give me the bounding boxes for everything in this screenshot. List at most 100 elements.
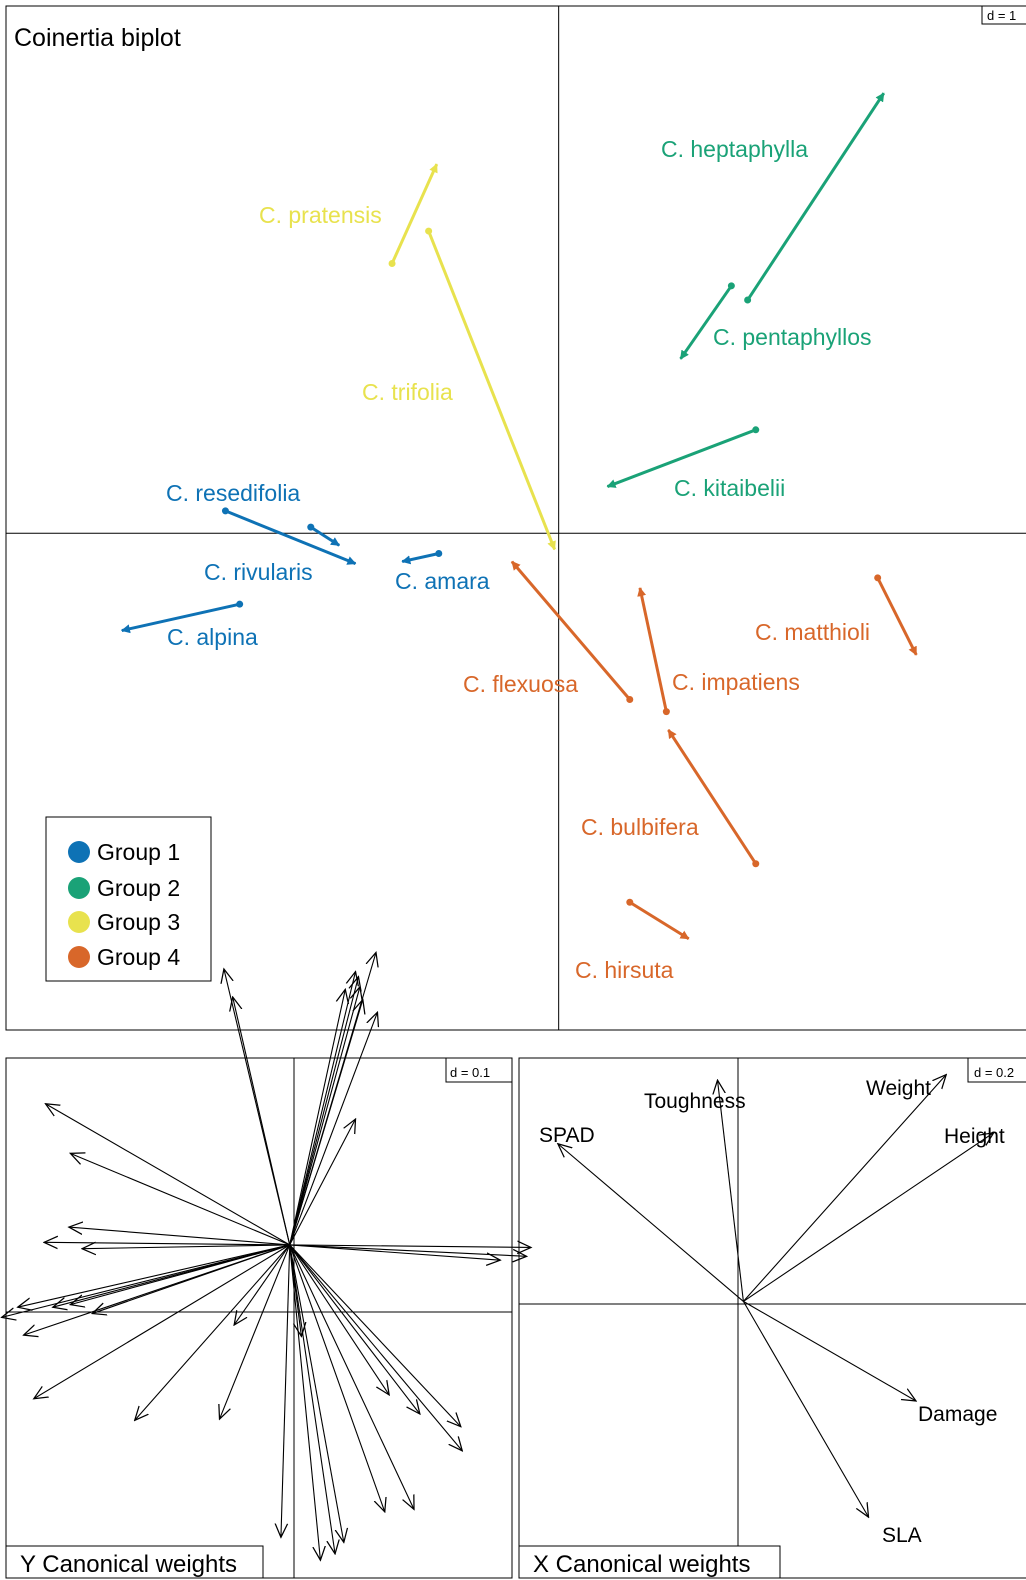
point-c-matthioli <box>874 574 882 582</box>
scale-label-box <box>967 1057 1026 1083</box>
y-weight-arrow-17 <box>233 997 291 1246</box>
point-c-alpina <box>236 600 244 608</box>
scale-label: d = 1 <box>987 8 1016 23</box>
legend-label-group-3: Group 3 <box>97 909 180 935</box>
arrow-c-pratensis <box>390 163 439 265</box>
scale-label: d = 0.1 <box>450 1065 490 1080</box>
y-weight-arrow-18 <box>289 972 356 1246</box>
arrow-c-alpina <box>120 602 240 634</box>
y-weight-arrow-9 <box>53 1244 290 1307</box>
point-c-resedifolia <box>221 507 229 515</box>
species-label-c-trifolia: C. trifolia <box>362 379 453 405</box>
x-weight-arrow-sla <box>742 1301 868 1517</box>
y-weight-arrow-24 <box>289 1012 378 1246</box>
y-weight-arrow-32 <box>289 1244 385 1512</box>
title-box <box>518 1545 781 1579</box>
arrow-c-bulbifera <box>667 729 758 865</box>
y-canonical-weights-panel: Y Canonical weights d = 0.1 <box>2 952 531 1579</box>
point-c-impatiens <box>662 708 670 716</box>
title-box <box>5 1545 264 1579</box>
x-weight-label-damage: Damage <box>918 1403 997 1426</box>
legend-marker-group-4 <box>68 946 90 968</box>
species-label-c-hirsuta: C. hirsuta <box>575 957 674 983</box>
x-weight-arrow-height <box>743 1133 993 1302</box>
species-label-c-amara: C. amara <box>395 568 490 594</box>
point-c-flexuosa <box>626 695 634 703</box>
x-weight-label-height: Height <box>944 1125 1005 1148</box>
scale-label-box <box>445 1057 513 1083</box>
y-weight-arrow-14 <box>220 1244 291 1419</box>
y-weight-arrow-13 <box>135 1244 291 1420</box>
legend-marker-group-3 <box>68 911 90 933</box>
species-label-c-impatiens: C. impatiens <box>672 669 800 695</box>
arrow-c-resedifolia <box>224 509 357 566</box>
species-label-c-pratensis: C. pratensis <box>259 202 382 228</box>
point-c-heptaphylla <box>744 296 752 304</box>
species-label-c-matthioli: C. matthioli <box>755 619 870 645</box>
y-weight-arrow-33 <box>289 1244 344 1543</box>
panel-title: Y Canonical weights <box>20 1551 237 1578</box>
y-weight-arrow-5 <box>18 1244 290 1307</box>
y-weight-arrow-38 <box>289 1244 461 1427</box>
panel-title: X Canonical weights <box>533 1551 750 1578</box>
y-weight-arrow-30 <box>289 1244 420 1414</box>
y-weight-arrow-3 <box>34 1244 290 1399</box>
x-weight-arrow-weight <box>742 1075 946 1302</box>
species-label-c-rivularis: C. rivularis <box>204 559 313 585</box>
point-c-kitaibelii <box>752 426 760 434</box>
point-c-bulbifera <box>752 860 760 868</box>
x-weight-arrow-toughness <box>718 1080 744 1302</box>
y-weight-arrow-1 <box>45 1104 290 1246</box>
panel-title: Coinertia biplot <box>14 24 181 52</box>
scale-label-box <box>981 5 1026 25</box>
y-weight-arrow-15 <box>234 1244 291 1325</box>
y-weight-arrow-34 <box>289 1244 335 1554</box>
arrow-c-impatiens <box>637 587 668 712</box>
legend-label-group-4: Group 4 <box>97 944 180 970</box>
y-weight-arrow-25 <box>289 1119 356 1246</box>
point-c-hirsuta <box>626 898 634 906</box>
y-weight-arrow-37 <box>281 1244 291 1537</box>
y-weight-arrow-22 <box>289 952 376 1246</box>
legend-label-group-1: Group 1 <box>97 839 180 865</box>
species-label-c-heptaphylla: C. heptaphylla <box>661 136 808 162</box>
arrow-c-heptaphylla <box>746 92 886 301</box>
arrow-c-amara <box>401 552 440 565</box>
arrow-c-hirsuta <box>628 900 690 941</box>
y-weight-arrow-6 <box>44 1242 290 1245</box>
arrow-c-trifolia <box>427 230 557 551</box>
point-c-trifolia <box>425 227 433 235</box>
x-canonical-weights-panel: SPAD Toughness Weight Height Damage SLA X Can… <box>518 1057 1026 1579</box>
legend-marker-group-2 <box>68 877 90 899</box>
panel-frame <box>5 1057 513 1579</box>
y-weight-arrow-20 <box>289 987 360 1246</box>
y-weight-arrow-35 <box>289 1244 321 1560</box>
y-weight-arrow-29 <box>289 1244 389 1395</box>
y-weight-arrow-23 <box>289 989 346 1246</box>
species-label-c-flexuosa: C. flexuosa <box>463 671 578 697</box>
x-weight-label-toughness: Toughness <box>644 1090 746 1113</box>
panel-frame <box>5 5 1026 1031</box>
x-weight-label-weight: Weight <box>866 1077 931 1100</box>
y-weight-arrow-31 <box>289 1244 414 1509</box>
y-weight-arrow-19 <box>289 977 359 1246</box>
coinertia-biplot-panel: Coinertia biplot d = 1 C. heptaphylla C. … <box>5 5 1026 1031</box>
arrow-c-matthioli <box>876 577 918 656</box>
legend: Group 1 Group 2 Group 3 Group 4 <box>45 816 212 982</box>
point-c-pentaphyllos <box>727 282 735 290</box>
y-weight-arrow-10 <box>24 1244 290 1335</box>
species-label-c-alpina: C. alpina <box>167 624 258 650</box>
arrow-c-pentaphyllos <box>679 284 733 360</box>
legend-marker-group-1 <box>68 841 90 863</box>
arrow-c-rivularis <box>309 525 341 547</box>
point-c-rivularis <box>307 523 315 531</box>
y-weight-arrow-12 <box>82 1245 290 1249</box>
legend-label-group-2: Group 2 <box>97 875 180 901</box>
y-weight-arrow-11 <box>69 1227 290 1246</box>
species-label-c-bulbifera: C. bulbifera <box>581 814 699 840</box>
y-weight-arrow-27 <box>289 1245 531 1248</box>
x-weight-arrow-damage <box>743 1300 916 1401</box>
y-weight-arrow-2 <box>70 1153 290 1246</box>
species-label-c-pentaphyllos: C. pentaphyllos <box>713 324 872 350</box>
